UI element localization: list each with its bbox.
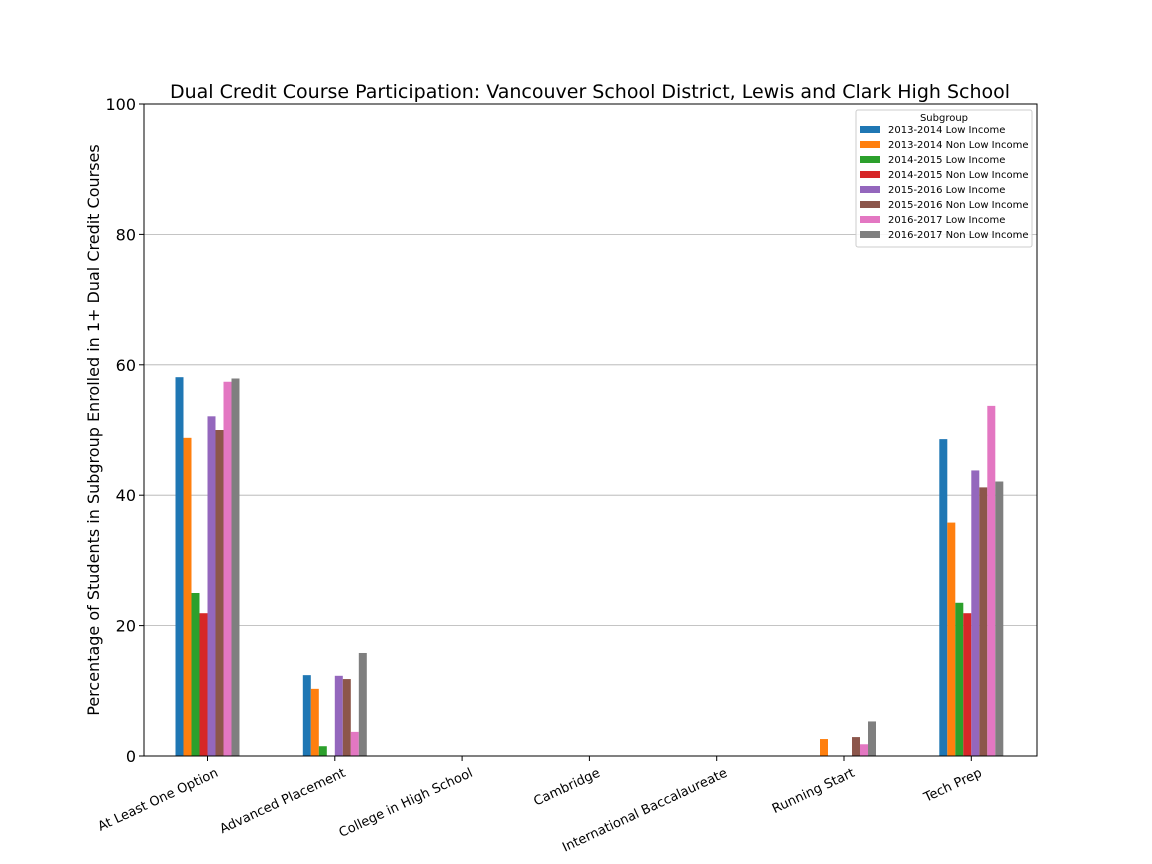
- legend-label: 2016-2017 Low Income: [888, 215, 1005, 226]
- legend-label: 2014-2015 Low Income: [888, 155, 1005, 166]
- y-tick-label: 20: [116, 617, 136, 636]
- bar: [852, 737, 860, 756]
- x-tick-label: Advanced Placement: [218, 766, 348, 837]
- x-tick-label: Running Start: [770, 766, 857, 817]
- bar: [947, 522, 956, 756]
- grid-lines: [144, 233, 1037, 626]
- bars: [175, 377, 1004, 756]
- y-tick-label: 60: [116, 356, 136, 375]
- bar: [963, 613, 972, 756]
- legend-label: 2014-2015 Non Low Income: [888, 170, 1028, 181]
- bar: [215, 430, 224, 756]
- chart-title: Dual Credit Course Participation: Vancou…: [170, 81, 1010, 103]
- legend-title: Subgroup: [920, 113, 968, 124]
- x-tick-label: Tech Prep: [921, 766, 985, 806]
- bar: [987, 405, 996, 756]
- legend-label: 2016-2017 Non Low Income: [888, 230, 1028, 241]
- legend-label: 2015-2016 Non Low Income: [888, 200, 1028, 211]
- x-tick-label: At Least One Option: [96, 766, 221, 835]
- legend-swatch: [860, 216, 880, 223]
- bar: [318, 746, 327, 756]
- bar: [302, 675, 311, 756]
- bar: [334, 675, 343, 756]
- bar: [183, 437, 192, 756]
- bar: [939, 439, 948, 756]
- bar: [310, 688, 319, 756]
- bar: [979, 487, 988, 756]
- bar: [868, 721, 876, 756]
- bar: [199, 613, 208, 756]
- legend-swatch: [860, 156, 880, 163]
- bar: [207, 416, 216, 756]
- legend-label: 2013-2014 Low Income: [888, 125, 1005, 136]
- x-tick-label: Cambridge: [531, 766, 602, 810]
- bar: [350, 731, 359, 756]
- y-axis-label: Percentage of Students in Subgroup Enrol…: [84, 144, 103, 715]
- bar: [860, 744, 868, 756]
- y-tick-label: 100: [105, 95, 136, 114]
- legend-label: 2015-2016 Low Income: [888, 185, 1005, 196]
- y-axis: 0 20 40 60 80 100: [105, 95, 144, 766]
- legend-swatch: [860, 231, 880, 238]
- bar: [358, 652, 367, 756]
- bar: [820, 739, 828, 756]
- legend-swatch: [860, 201, 880, 208]
- bar: [995, 481, 1004, 756]
- x-tick-label: College in High School: [337, 766, 475, 841]
- y-tick-label: 40: [116, 486, 136, 505]
- bar: [223, 381, 232, 756]
- y-tick-label: 0: [126, 747, 136, 766]
- legend-swatch: [860, 171, 880, 178]
- plot-frame: [143, 103, 1038, 757]
- bar: [175, 377, 184, 756]
- bar: [231, 378, 240, 756]
- legend-swatch: [860, 141, 880, 148]
- bar: [955, 602, 964, 756]
- legend-box: [855, 109, 1033, 248]
- bar: [342, 679, 351, 756]
- legend-swatch: [860, 126, 880, 133]
- bar: [191, 593, 200, 756]
- y-tick-label: 80: [116, 225, 136, 244]
- legend-swatch: [860, 186, 880, 193]
- bar: [971, 470, 980, 756]
- legend-label: 2013-2014 Non Low Income: [888, 140, 1028, 151]
